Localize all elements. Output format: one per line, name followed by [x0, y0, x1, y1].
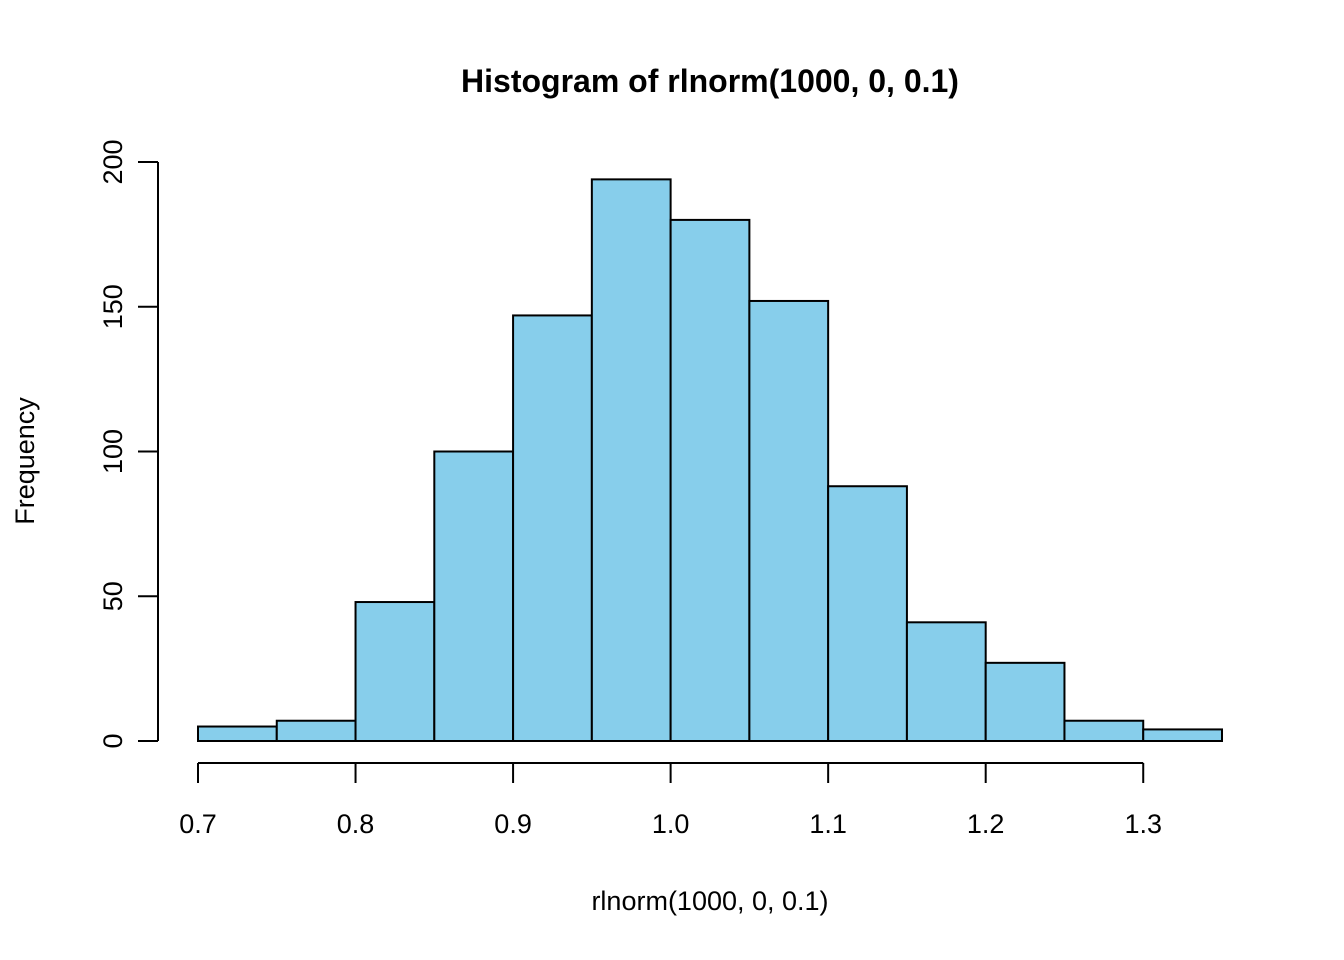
x-tick-label: 1.3 — [1124, 809, 1162, 839]
histogram-bar — [748, 299, 830, 742]
histogram-bar — [433, 450, 515, 742]
histogram-bar — [669, 218, 751, 742]
y-tick-label: 100 — [98, 429, 128, 474]
histogram-bar — [827, 485, 908, 742]
histogram-bar — [984, 661, 1066, 743]
x-tick-label: 1.1 — [809, 809, 847, 839]
histogram-bars — [197, 178, 1223, 743]
x-tick-label: 1.2 — [967, 809, 1005, 839]
histogram-bar — [275, 719, 357, 742]
y-axis: 0 50 100 150 200 — [98, 139, 159, 749]
x-tick-label: 0.7 — [179, 809, 217, 839]
y-tick-label: 200 — [98, 139, 128, 184]
chart-title: Histogram of rlnorm(1000, 0, 0.1) — [461, 63, 959, 99]
histogram-bar — [354, 601, 436, 742]
histogram-bar — [512, 314, 593, 742]
x-tick-label: 0.8 — [337, 809, 375, 839]
histogram-bar — [1063, 719, 1145, 742]
y-tick-label: 50 — [98, 581, 128, 611]
y-axis-label: Frequency — [10, 397, 40, 525]
x-axis-label: rlnorm(1000, 0, 0.1) — [591, 886, 828, 916]
x-tick-label: 1.0 — [652, 809, 690, 839]
histogram-bar — [1142, 728, 1223, 742]
y-tick-label: 150 — [98, 284, 128, 329]
histogram-bar — [905, 621, 987, 742]
x-axis: 0.7 0.8 0.9 1.0 1.1 1.2 1.3 — [179, 762, 1162, 839]
y-tick-label: 0 — [98, 733, 128, 748]
histogram-bar — [197, 725, 278, 743]
x-tick-label: 0.9 — [494, 809, 532, 839]
histogram-bar — [590, 178, 672, 742]
